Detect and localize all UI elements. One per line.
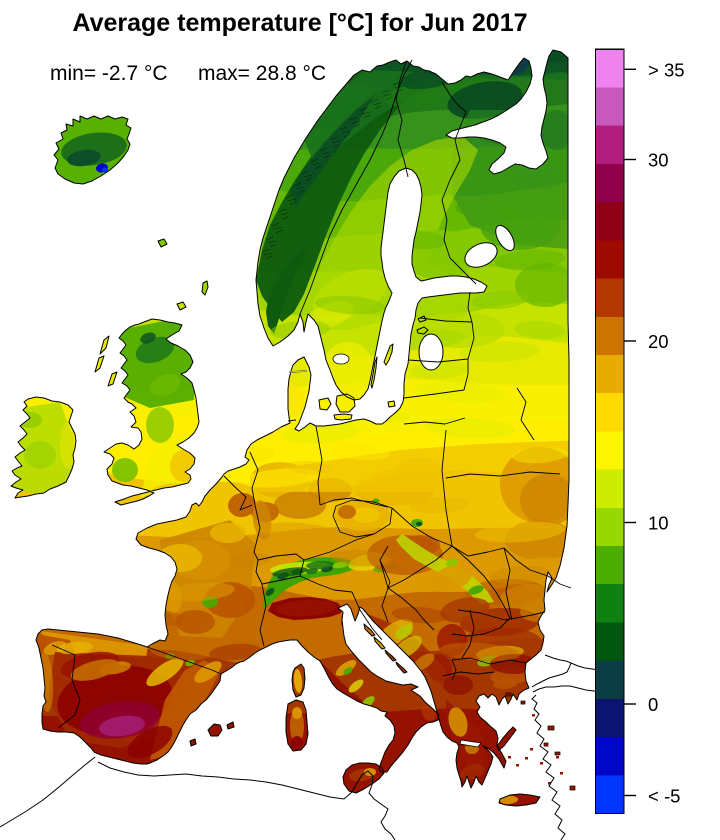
svg-text:0: 0 <box>648 694 658 715</box>
svg-text:10: 10 <box>648 513 669 534</box>
svg-text:20: 20 <box>648 331 669 352</box>
svg-text:> 35: > 35 <box>648 59 685 80</box>
svg-text:30: 30 <box>648 150 669 171</box>
svg-text:< -5: < -5 <box>648 786 680 807</box>
